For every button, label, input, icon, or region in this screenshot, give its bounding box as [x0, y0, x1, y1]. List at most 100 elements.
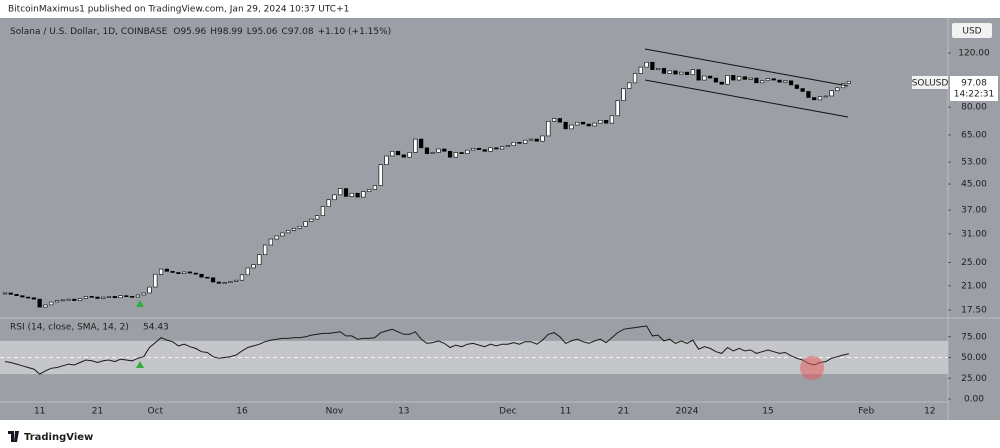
candle — [627, 82, 632, 89]
rsi-tick-label: 25.00 — [961, 374, 987, 384]
footer-logo — [8, 431, 19, 442]
rsi-line — [4, 325, 850, 375]
candle — [453, 152, 458, 158]
legend-ohlc-label: L — [247, 27, 252, 37]
candle — [251, 264, 256, 269]
candle — [546, 120, 551, 137]
candle — [118, 295, 123, 299]
x-tick-label: Dec — [499, 407, 516, 417]
candle — [66, 298, 71, 301]
candle — [661, 68, 667, 74]
candle — [164, 268, 169, 272]
candle — [280, 232, 285, 237]
candle — [20, 295, 25, 298]
candle — [800, 88, 805, 92]
legend: Solana / U.S. Dollar, 1D, COINBASE O95.96… — [10, 27, 391, 37]
candle — [430, 152, 435, 154]
candle — [37, 298, 42, 308]
y-tick-label: 31.00 — [961, 229, 987, 239]
candle — [199, 273, 204, 278]
candle — [216, 281, 221, 284]
candle — [257, 254, 262, 265]
candle — [176, 272, 181, 274]
candle — [684, 71, 690, 76]
candle — [604, 120, 609, 124]
currency: USD — [962, 27, 981, 37]
candle — [656, 68, 661, 70]
candle — [817, 96, 823, 101]
candle — [771, 78, 776, 81]
candle — [234, 279, 239, 282]
candle — [465, 149, 470, 154]
candle — [407, 152, 412, 158]
candle — [390, 150, 395, 157]
candle — [760, 80, 765, 84]
candle — [262, 244, 268, 256]
candle — [228, 281, 233, 283]
x-tick-label: Nov — [326, 407, 344, 417]
candle — [719, 81, 724, 85]
candle — [696, 69, 701, 81]
y-tick-label: 37.00 — [961, 206, 987, 216]
rsi-title: RSI (14, close, SMA, 14, 2) — [10, 323, 129, 333]
channel-lower — [644, 79, 849, 118]
x-tick-label: 16 — [236, 407, 248, 417]
candle — [49, 301, 54, 306]
candle — [54, 300, 60, 303]
currency-box — [952, 23, 992, 38]
candle — [286, 230, 291, 234]
candle — [182, 271, 187, 274]
candle — [806, 91, 811, 98]
candle — [338, 188, 343, 196]
candle — [170, 271, 175, 273]
symbol-box — [912, 76, 948, 89]
candle — [419, 138, 424, 149]
x-tick-label: 11 — [34, 407, 45, 417]
x-tick-label: 15 — [762, 407, 773, 417]
candle — [326, 199, 331, 207]
legend-ohlc-value: 97.08 — [288, 27, 314, 37]
candle — [679, 71, 684, 75]
candle — [8, 292, 13, 295]
legend-ohlc-value: 95.06 — [252, 27, 278, 37]
last-price: 97.08 — [961, 79, 987, 89]
candle — [158, 268, 164, 275]
candle — [303, 221, 308, 227]
candle — [523, 139, 528, 144]
candle — [193, 272, 198, 275]
candle — [205, 276, 210, 279]
candle — [823, 95, 828, 98]
candle — [725, 75, 730, 85]
candle — [667, 70, 672, 74]
candle — [378, 164, 383, 186]
candle — [575, 121, 580, 126]
candle — [343, 188, 349, 197]
candle — [141, 292, 146, 296]
candle — [540, 135, 545, 142]
candle — [112, 296, 117, 299]
candle — [471, 147, 476, 151]
candle — [60, 299, 65, 302]
candle — [586, 123, 591, 127]
candle — [505, 145, 510, 148]
candle — [106, 296, 112, 298]
candle — [355, 192, 360, 198]
candle — [349, 192, 354, 197]
candle — [615, 100, 620, 117]
candle — [482, 149, 487, 152]
candle — [736, 76, 742, 81]
candle — [488, 147, 493, 152]
candle — [297, 225, 302, 229]
footer: TradingView — [24, 432, 93, 443]
candle — [557, 118, 562, 123]
x-tick-label: 2024 — [676, 407, 699, 417]
candle — [563, 121, 568, 130]
candle — [748, 77, 753, 80]
candle — [424, 147, 430, 154]
candle — [592, 122, 597, 127]
x-tick-label: Oct — [147, 407, 163, 417]
candle — [78, 298, 83, 301]
price-pane — [2, 61, 851, 308]
